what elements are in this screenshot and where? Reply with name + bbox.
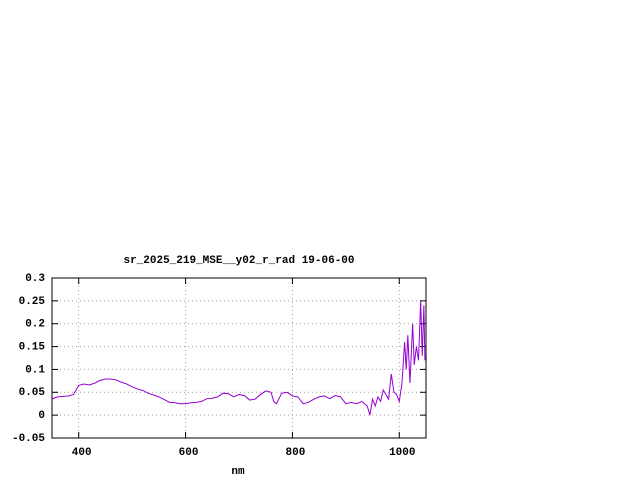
y-tick-label: 0.2: [25, 319, 45, 331]
y-tick-label: 0.15: [19, 341, 46, 353]
x-tick-label: 600: [179, 447, 199, 459]
y-tick-label: 0: [38, 410, 45, 422]
x-tick-label: 1000: [389, 447, 415, 459]
y-tick-label: 0.05: [19, 387, 46, 399]
data-line: [51, 300, 426, 416]
x-tick-label: 400: [72, 447, 92, 459]
y-tick-label: 0.1: [25, 364, 45, 376]
y-tick-label: 0.3: [25, 273, 45, 285]
chart-title: sr_2025_219_MSE__y02_r_rad 19-06-00: [123, 255, 354, 267]
y-tick-label: -0.05: [12, 433, 45, 445]
x-axis-label: nm: [231, 466, 245, 478]
x-tick-label: 800: [286, 447, 306, 459]
y-tick-label: 0.25: [19, 296, 46, 308]
plot-border: [51, 277, 427, 439]
